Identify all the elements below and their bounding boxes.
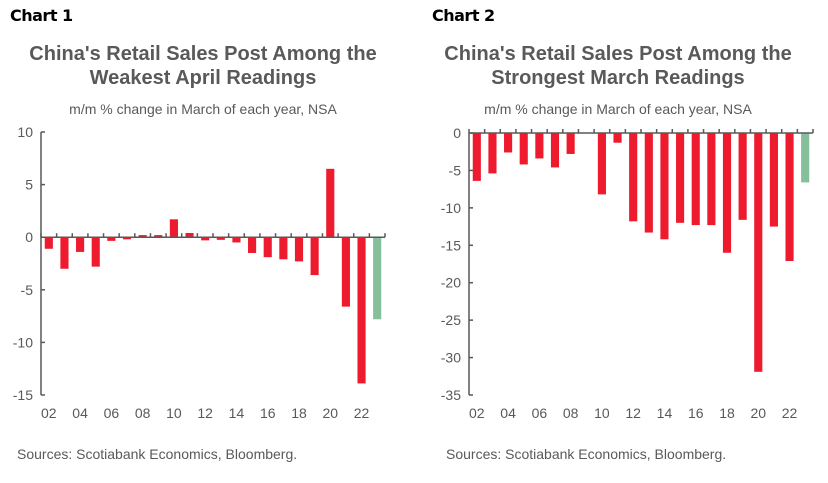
chart-1-bar-19 — [310, 237, 319, 276]
chart-1-y-tick-label: -5 — [21, 282, 34, 298]
chart-1-x-tick-label: 02 — [41, 405, 57, 421]
chart-1-bar-03 — [60, 237, 69, 269]
chart-1-bar-09 — [154, 235, 163, 238]
chart-2-x-tick-label: 20 — [750, 405, 766, 421]
chart-2-source: Sources: Scotiabank Economics, Bloomberg… — [446, 446, 727, 462]
chart-1-source: Sources: Scotiabank Economics, Bloomberg… — [17, 446, 298, 462]
chart-2-subtitle: m/m % change in March of each year, NSA — [484, 101, 752, 117]
chart-1-subtitle: m/m % change in March of each year, NSA — [69, 101, 337, 117]
chart-1-y-tick-label: -15 — [13, 387, 33, 403]
chart-1-x-tick-label: 22 — [354, 405, 370, 421]
chart-2-x-tick-label: 02 — [469, 405, 485, 421]
chart-2-bar-10 — [597, 133, 606, 195]
chart-1-bar-15 — [248, 237, 257, 253]
chart-2-y-tick-label: -5 — [449, 162, 462, 178]
chart-2-bar-20 — [754, 133, 763, 372]
chart-2-bar-17 — [707, 133, 716, 226]
chart-1-x-tick-label: 14 — [229, 405, 245, 421]
chart-2-x-tick-label: 12 — [625, 405, 641, 421]
chart-1-x-tick-label: 08 — [135, 405, 151, 421]
chart-2-bar-08 — [566, 133, 575, 154]
chart-2-x-tick-label: 08 — [563, 405, 579, 421]
chart-1-x-tick-label: 04 — [72, 405, 88, 421]
chart-2-x-tick-label: 04 — [500, 405, 516, 421]
chart-2-y-tick-label: -10 — [441, 200, 461, 216]
chart-2-x-tick-label: 10 — [594, 405, 610, 421]
chart-1-bar-06 — [107, 237, 116, 241]
chart-1-y-tick-label: 10 — [17, 124, 33, 140]
chart-2-y-tick-label: -30 — [441, 350, 461, 366]
chart-2-y-tick-label: 0 — [453, 125, 461, 141]
chart-1-label: Chart 1 — [10, 6, 73, 25]
chart-2-x-tick-label: 14 — [657, 405, 673, 421]
chart-1-y-tick-label: 0 — [25, 229, 33, 245]
chart-2-bar-23 — [801, 133, 810, 183]
chart-2-y-tick-label: -25 — [441, 312, 461, 328]
chart-2-y-tick-label: -20 — [441, 275, 461, 291]
chart-2-title-line1: China's Retail Sales Post Among the — [444, 43, 792, 65]
chart-1-bar-05 — [91, 237, 100, 267]
chart-1-y-tick-label: -10 — [13, 334, 33, 350]
chart-1-x-tick-label: 12 — [197, 405, 213, 421]
chart-1-x-tick-label: 16 — [260, 405, 276, 421]
chart-1-bar-17 — [279, 237, 288, 260]
chart-1-bar-23 — [373, 237, 382, 320]
chart-2-bar-02 — [472, 133, 481, 181]
chart-2-bar-11 — [613, 133, 622, 143]
chart-2-bar-14 — [660, 133, 669, 240]
chart-2-bar-03 — [488, 133, 497, 174]
chart-1-title-line2: Weakest April Readings — [89, 67, 317, 89]
chart-2-bar-07 — [550, 133, 560, 168]
chart-1-bar-11 — [185, 232, 194, 238]
chart-1-x-tick-label: 18 — [291, 405, 307, 421]
chart-2-bar-19 — [738, 133, 747, 220]
chart-2-y-tick-label: -15 — [441, 237, 461, 253]
chart-2-bar-05 — [519, 133, 528, 165]
chart-1-x-tick-label: 06 — [104, 405, 120, 421]
chart-1-bar-13 — [216, 237, 225, 240]
chart-2-x-tick-label: 22 — [782, 405, 798, 421]
chart-2-x-tick-label: 06 — [532, 405, 548, 421]
chart-1-bar-10 — [169, 219, 178, 238]
chart-2-bar-12 — [629, 133, 638, 222]
chart-2-bar-21 — [769, 133, 778, 227]
chart-2-y-tick-label: -35 — [441, 387, 461, 403]
chart-1-bar-07 — [122, 237, 132, 240]
chart-1-x-tick-label: 20 — [322, 405, 338, 421]
chart-2-bar-04 — [504, 133, 513, 153]
chart-2-bar-13 — [644, 133, 653, 233]
chart-1-bar-12 — [201, 237, 210, 241]
chart-2-bar-16 — [691, 133, 700, 226]
chart-1-x-tick-label: 10 — [166, 405, 182, 421]
chart-1-y-tick-label: 5 — [25, 177, 33, 193]
chart-2-bar-18 — [722, 133, 732, 253]
chart-1-bar-22 — [357, 237, 366, 384]
chart-2-bar-22 — [785, 133, 794, 262]
chart-1-bar-20 — [326, 168, 335, 238]
chart-2-title-line2: Strongest March Readings — [491, 67, 745, 89]
chart-1-bar-16 — [263, 237, 272, 258]
chart-1-title-line1: China's Retail Sales Post Among the — [29, 43, 377, 65]
chart-2-x-tick-label: 16 — [688, 405, 704, 421]
chart-1-bar-08 — [138, 235, 147, 238]
chart-1-bar-04 — [76, 237, 85, 252]
chart-2-bar-15 — [676, 133, 685, 223]
chart-1-bar-14 — [232, 237, 241, 243]
chart-1-bar-21 — [341, 237, 350, 307]
chart-1-bar-18 — [294, 237, 304, 262]
chart-2-x-tick-label: 18 — [719, 405, 735, 421]
chart-1-bar-02 — [44, 237, 53, 249]
chart-2-label: Chart 2 — [432, 6, 495, 25]
chart-2-bar-06 — [535, 133, 544, 159]
